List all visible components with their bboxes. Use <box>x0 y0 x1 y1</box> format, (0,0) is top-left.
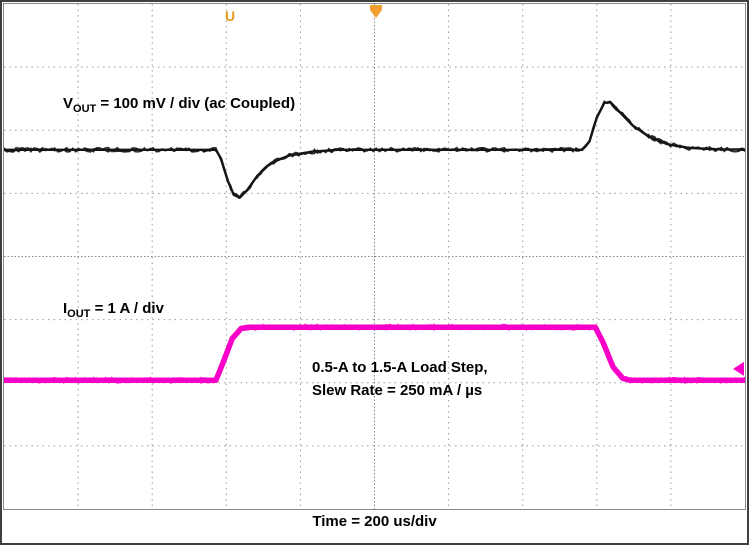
iout-position-marker <box>733 361 744 376</box>
load-step-line1: 0.5-A to 1.5-A Load Step, <box>312 359 488 376</box>
load-step-annotation: 0.5-A to 1.5-A Load Step, Slew Rate = 25… <box>312 356 488 402</box>
vout-annotation-rest: = 100 mV / div (ac Coupled) <box>96 95 296 112</box>
vout-annotation-sub: OUT <box>73 103 97 115</box>
vout-trace-noise <box>4 100 745 199</box>
iout-annotation-sub: OUT <box>67 308 91 320</box>
iout-annotation-prefix: I <box>63 300 68 317</box>
iout-annotation: IOUT = 1 A / div <box>63 297 164 320</box>
trigger-level-marker: U <box>225 8 235 24</box>
load-step-line2: Slew Rate = 250 mA / µs <box>312 382 483 399</box>
time-scale-label: Time = 200 us/div <box>312 513 437 530</box>
scope-screen: U VOUT = 100 mV / div (ac Coupled) IOUT … <box>3 3 746 510</box>
vout-annotation-prefix: V <box>63 95 74 112</box>
trigger-position-marker <box>369 5 382 18</box>
vout-annotation: VOUT = 100 mV / div (ac Coupled) <box>63 92 295 115</box>
iout-trace-noise <box>4 323 745 385</box>
waveform-canvas: U <box>4 4 745 509</box>
iout-annotation-rest: = 1 A / div <box>90 300 164 317</box>
